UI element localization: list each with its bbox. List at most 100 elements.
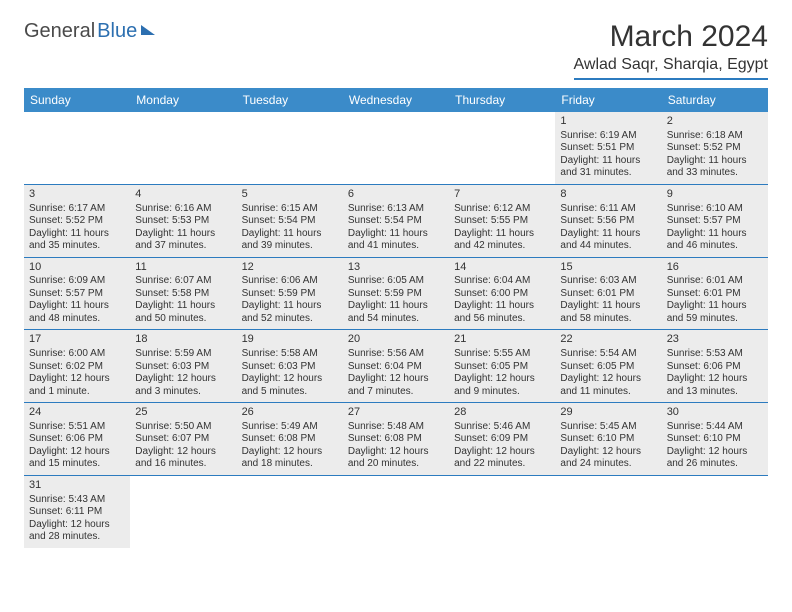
sunrise-text: Sunrise: 5:50 AM (135, 421, 231, 434)
calendar-day-cell: 20Sunrise: 5:56 AMSunset: 6:04 PMDayligh… (343, 330, 449, 403)
sunset-text: Sunset: 6:02 PM (29, 361, 125, 374)
daylight-text: and 13 minutes. (667, 386, 763, 399)
sunrise-text: Sunrise: 6:18 AM (667, 130, 763, 143)
calendar-day-cell: 10Sunrise: 6:09 AMSunset: 5:57 PMDayligh… (24, 257, 130, 330)
calendar-day-cell: 2Sunrise: 6:18 AMSunset: 5:52 PMDaylight… (662, 112, 768, 184)
sunrise-text: Sunrise: 6:00 AM (29, 348, 125, 361)
daylight-text: and 59 minutes. (667, 313, 763, 326)
daylight-text: and 9 minutes. (454, 386, 550, 399)
sunset-text: Sunset: 6:06 PM (29, 433, 125, 446)
sunrise-text: Sunrise: 6:17 AM (29, 203, 125, 216)
calendar-day-cell: 23Sunrise: 5:53 AMSunset: 6:06 PMDayligh… (662, 330, 768, 403)
daylight-text: Daylight: 11 hours (560, 300, 656, 313)
day-number: 12 (242, 261, 338, 275)
daylight-text: and 39 minutes. (242, 240, 338, 253)
logo: GeneralBlue (24, 20, 155, 43)
calendar-day-cell: 8Sunrise: 6:11 AMSunset: 5:56 PMDaylight… (555, 184, 661, 257)
daylight-text: and 50 minutes. (135, 313, 231, 326)
calendar-day-cell: 31Sunrise: 5:43 AMSunset: 6:11 PMDayligh… (24, 475, 130, 547)
sunrise-text: Sunrise: 5:53 AM (667, 348, 763, 361)
daylight-text: and 46 minutes. (667, 240, 763, 253)
day-number: 8 (560, 188, 656, 202)
sunrise-text: Sunrise: 6:06 AM (242, 275, 338, 288)
daylight-text: and 41 minutes. (348, 240, 444, 253)
daylight-text: and 20 minutes. (348, 458, 444, 471)
sunset-text: Sunset: 5:54 PM (242, 215, 338, 228)
daylight-text: Daylight: 11 hours (135, 300, 231, 313)
daylight-text: Daylight: 12 hours (135, 373, 231, 386)
calendar-day-cell: 12Sunrise: 6:06 AMSunset: 5:59 PMDayligh… (237, 257, 343, 330)
sunrise-text: Sunrise: 5:54 AM (560, 348, 656, 361)
sunset-text: Sunset: 6:05 PM (454, 361, 550, 374)
daylight-text: and 33 minutes. (667, 167, 763, 180)
daylight-text: and 24 minutes. (560, 458, 656, 471)
sunset-text: Sunset: 6:09 PM (454, 433, 550, 446)
day-number: 17 (29, 333, 125, 347)
sunset-text: Sunset: 5:59 PM (242, 288, 338, 301)
sunset-text: Sunset: 6:01 PM (560, 288, 656, 301)
calendar-day-cell: 6Sunrise: 6:13 AMSunset: 5:54 PMDaylight… (343, 184, 449, 257)
day-number: 30 (667, 406, 763, 420)
daylight-text: and 18 minutes. (242, 458, 338, 471)
day-number: 10 (29, 261, 125, 275)
daylight-text: and 28 minutes. (29, 531, 125, 544)
day-number: 19 (242, 333, 338, 347)
day-header-row: SundayMondayTuesdayWednesdayThursdayFrid… (24, 88, 768, 112)
daylight-text: Daylight: 12 hours (29, 519, 125, 532)
sunrise-text: Sunrise: 5:49 AM (242, 421, 338, 434)
calendar-week-row: 1Sunrise: 6:19 AMSunset: 5:51 PMDaylight… (24, 112, 768, 184)
calendar-empty-cell (662, 475, 768, 547)
sunset-text: Sunset: 5:59 PM (348, 288, 444, 301)
calendar-day-cell: 27Sunrise: 5:48 AMSunset: 6:08 PMDayligh… (343, 403, 449, 476)
day-header: Thursday (449, 88, 555, 112)
daylight-text: and 58 minutes. (560, 313, 656, 326)
calendar-day-cell: 25Sunrise: 5:50 AMSunset: 6:07 PMDayligh… (130, 403, 236, 476)
calendar-day-cell: 9Sunrise: 6:10 AMSunset: 5:57 PMDaylight… (662, 184, 768, 257)
daylight-text: Daylight: 12 hours (667, 373, 763, 386)
sunset-text: Sunset: 6:01 PM (667, 288, 763, 301)
daylight-text: and 16 minutes. (135, 458, 231, 471)
sunrise-text: Sunrise: 6:15 AM (242, 203, 338, 216)
daylight-text: and 1 minute. (29, 386, 125, 399)
daylight-text: Daylight: 12 hours (348, 373, 444, 386)
daylight-text: Daylight: 11 hours (29, 228, 125, 241)
sunset-text: Sunset: 5:58 PM (135, 288, 231, 301)
sunset-text: Sunset: 6:11 PM (29, 506, 125, 519)
calendar-empty-cell (237, 475, 343, 547)
daylight-text: Daylight: 12 hours (242, 373, 338, 386)
sunset-text: Sunset: 5:52 PM (667, 142, 763, 155)
day-header: Sunday (24, 88, 130, 112)
day-header: Saturday (662, 88, 768, 112)
sunrise-text: Sunrise: 6:07 AM (135, 275, 231, 288)
daylight-text: Daylight: 12 hours (348, 446, 444, 459)
daylight-text: Daylight: 11 hours (29, 300, 125, 313)
calendar-empty-cell (449, 475, 555, 547)
sunset-text: Sunset: 6:05 PM (560, 361, 656, 374)
day-number: 7 (454, 188, 550, 202)
daylight-text: and 5 minutes. (242, 386, 338, 399)
day-number: 26 (242, 406, 338, 420)
day-header: Tuesday (237, 88, 343, 112)
daylight-text: Daylight: 11 hours (135, 228, 231, 241)
daylight-text: Daylight: 11 hours (242, 228, 338, 241)
day-number: 25 (135, 406, 231, 420)
daylight-text: Daylight: 11 hours (348, 228, 444, 241)
sunrise-text: Sunrise: 6:10 AM (667, 203, 763, 216)
daylight-text: Daylight: 11 hours (454, 300, 550, 313)
daylight-text: Daylight: 12 hours (454, 446, 550, 459)
calendar-day-cell: 7Sunrise: 6:12 AMSunset: 5:55 PMDaylight… (449, 184, 555, 257)
calendar-empty-cell (24, 112, 130, 184)
calendar-day-cell: 16Sunrise: 6:01 AMSunset: 6:01 PMDayligh… (662, 257, 768, 330)
daylight-text: and 31 minutes. (560, 167, 656, 180)
daylight-text: and 48 minutes. (29, 313, 125, 326)
day-number: 21 (454, 333, 550, 347)
daylight-text: Daylight: 11 hours (667, 300, 763, 313)
day-number: 23 (667, 333, 763, 347)
day-header: Friday (555, 88, 661, 112)
logo-text-blue: Blue (97, 20, 137, 43)
daylight-text: and 37 minutes. (135, 240, 231, 253)
daylight-text: and 26 minutes. (667, 458, 763, 471)
sunrise-text: Sunrise: 6:19 AM (560, 130, 656, 143)
calendar-day-cell: 3Sunrise: 6:17 AMSunset: 5:52 PMDaylight… (24, 184, 130, 257)
daylight-text: and 11 minutes. (560, 386, 656, 399)
